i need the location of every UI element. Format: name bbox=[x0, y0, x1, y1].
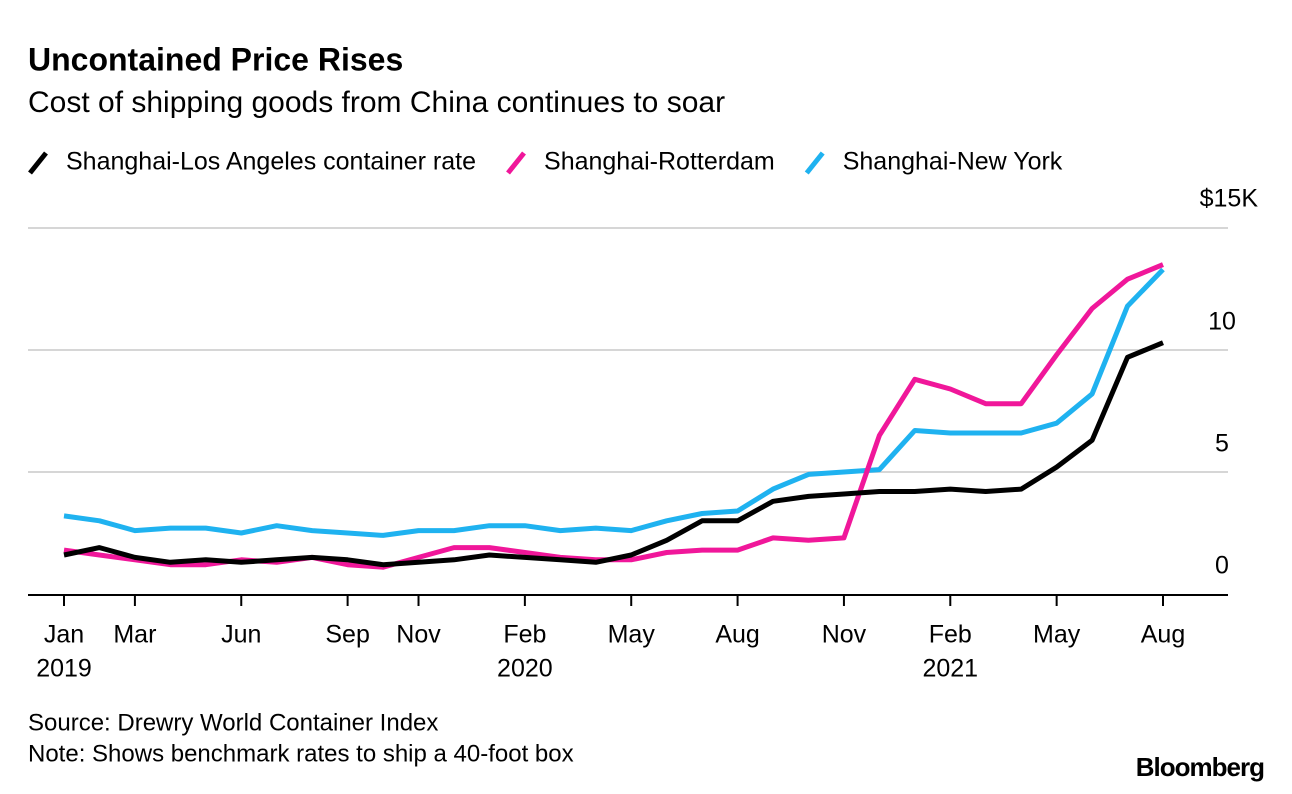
y-tick-label: 0 bbox=[1215, 552, 1229, 580]
x-tick-label: Jan bbox=[44, 621, 84, 649]
x-tick-label: Nov bbox=[822, 621, 867, 649]
chart-subtitle: Cost of shipping goods from China contin… bbox=[28, 86, 725, 119]
x-year-label: 2021 bbox=[922, 655, 978, 683]
source: Source: Drewry World Container Index bbox=[28, 709, 438, 736]
legend-label: Shanghai-New York bbox=[843, 148, 1063, 176]
x-tick-label: Mar bbox=[113, 621, 156, 649]
brand: Bloomberg bbox=[1136, 752, 1264, 782]
x-year-label: 2020 bbox=[497, 655, 553, 683]
legend-label: Shanghai-Los Angeles container rate bbox=[66, 148, 476, 176]
note: Note: Shows benchmark rates to ship a 40… bbox=[28, 740, 574, 767]
x-tick-label: May bbox=[608, 621, 656, 649]
legend-label: Shanghai-Rotterdam bbox=[544, 148, 775, 176]
x-tick-label: Sep bbox=[325, 621, 369, 649]
y-tick-label: 10 bbox=[1208, 308, 1236, 336]
x-tick-label: Feb bbox=[503, 621, 546, 649]
y-tick-label: $15K bbox=[1200, 185, 1259, 213]
x-tick-label: Feb bbox=[929, 621, 972, 649]
x-tick-label: Nov bbox=[396, 621, 441, 649]
x-tick-label: Jun bbox=[221, 621, 261, 649]
legend-swatch bbox=[28, 151, 48, 175]
series-line bbox=[63, 340, 1164, 568]
x-tick-label: Aug bbox=[1141, 621, 1185, 649]
x-tick-label: Aug bbox=[715, 621, 759, 649]
x-year-label: 2019 bbox=[36, 655, 92, 683]
chart-title: Uncontained Price Rises bbox=[28, 41, 403, 77]
series-line bbox=[63, 267, 1165, 538]
y-tick-label: 5 bbox=[1215, 430, 1229, 458]
legend-swatch bbox=[506, 151, 526, 175]
legend-swatch bbox=[804, 151, 825, 175]
x-tick-label: May bbox=[1033, 621, 1081, 649]
